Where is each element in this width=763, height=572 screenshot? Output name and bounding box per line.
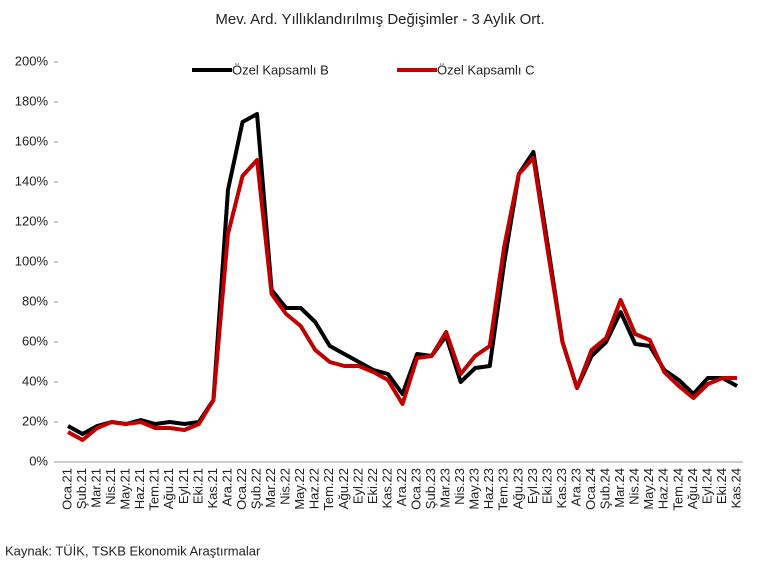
- x-tick-label: Tem.22: [321, 468, 336, 511]
- y-tick-label: 180%: [15, 93, 49, 108]
- y-tick-label: 200%: [15, 53, 49, 68]
- x-tick-label: Ağu.21: [161, 468, 176, 509]
- x-tick-label: Nis.22: [278, 468, 293, 505]
- series-line: [67, 112, 738, 436]
- x-tick-label: Ağu.24: [685, 468, 700, 509]
- x-tick-label: Ağu.23: [510, 468, 525, 509]
- x-tick-label: Eki.23: [539, 468, 554, 504]
- source-note: Kaynak: TÜİK, TSKB Ekonomik Araştırmalar: [5, 543, 261, 558]
- x-tick-label: Eki.21: [190, 468, 205, 504]
- x-tick-label: Tem.24: [670, 468, 685, 511]
- x-tick-label: Kas.24: [728, 468, 743, 508]
- x-tick-label: Mar.22: [263, 468, 278, 508]
- x-tick-label: Kas.21: [205, 468, 220, 508]
- legend-label: Özel Kapsamlı C: [437, 62, 535, 77]
- x-tick-label: Haz.22: [307, 468, 322, 509]
- x-tick-label: Haz.24: [656, 468, 671, 509]
- x-tick-label: Nis.21: [103, 468, 118, 505]
- x-tick-label: Kas.22: [379, 468, 394, 508]
- y-tick-label: 60%: [22, 333, 48, 348]
- y-tick-label: 40%: [22, 373, 48, 388]
- legend-label: Özel Kapsamlı B: [232, 62, 329, 77]
- x-tick-label: Eyl.24: [699, 468, 714, 504]
- x-tick-label: May.22: [292, 468, 307, 510]
- x-tick-label: Mar.21: [89, 468, 104, 508]
- y-tick-label: 160%: [15, 133, 49, 148]
- x-tick-label: Tem.21: [147, 468, 162, 511]
- x-tick-label: Şub.22: [249, 468, 264, 509]
- x-tick-label: Eyl.22: [350, 468, 365, 504]
- y-tick-label: 140%: [15, 173, 49, 188]
- x-tick-label: Şub.24: [598, 468, 613, 509]
- y-tick-label: 100%: [15, 253, 49, 268]
- x-tick-label: Ara.22: [394, 468, 409, 506]
- x-tick-label: Şub.21: [74, 468, 89, 509]
- x-tick-label: Nis.23: [452, 468, 467, 505]
- x-tick-label: Haz.23: [481, 468, 496, 509]
- x-tick-label: Oca.21: [59, 468, 74, 510]
- x-tick-label: Mar.23: [438, 468, 453, 508]
- x-tick-label: Eki.22: [365, 468, 380, 504]
- x-tick-label: Haz.21: [132, 468, 147, 509]
- x-tick-label: Ara.21: [219, 468, 234, 506]
- x-tick-label: Şub.23: [423, 468, 438, 509]
- x-tick-label: May.24: [641, 468, 656, 510]
- x-tick-label: Kas.23: [554, 468, 569, 508]
- x-tick-label: Ara.23: [568, 468, 583, 506]
- x-tick-label: May.23: [467, 468, 482, 510]
- x-tick-label: Oca.24: [583, 468, 598, 510]
- x-tick-label: Eki.24: [714, 468, 729, 504]
- y-tick-label: 20%: [22, 413, 48, 428]
- x-tick-label: Ağu.22: [336, 468, 351, 509]
- y-tick-label: 120%: [15, 213, 49, 228]
- x-tick-label: Eyl.23: [525, 468, 540, 504]
- x-tick-label: Oca.23: [408, 468, 423, 510]
- x-tick-label: Tem.23: [496, 468, 511, 511]
- series-line: [67, 156, 737, 442]
- y-tick-label: 80%: [22, 293, 48, 308]
- x-tick-label: Eyl.21: [176, 468, 191, 504]
- x-tick-label: Nis.24: [627, 468, 642, 505]
- y-tick-label: 0%: [29, 453, 48, 468]
- x-tick-label: Oca.22: [234, 468, 249, 510]
- x-tick-label: Mar.24: [612, 468, 627, 508]
- chart-title: Mev. Ard. Yıllıklandırılmış Değişimler -…: [215, 11, 544, 28]
- x-tick-label: May.21: [118, 468, 133, 510]
